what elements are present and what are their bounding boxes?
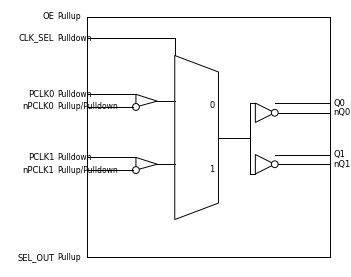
Text: OE: OE	[42, 12, 54, 21]
Text: CLK_SEL: CLK_SEL	[19, 34, 54, 42]
Text: Pulldown: Pulldown	[57, 153, 92, 162]
Text: nQ0: nQ0	[333, 108, 350, 117]
Text: 1: 1	[209, 165, 214, 174]
Text: PCLK0: PCLK0	[28, 90, 54, 99]
Circle shape	[133, 104, 139, 110]
Text: SEL_OUT: SEL_OUT	[17, 253, 54, 262]
Text: Pullup/Pulldown: Pullup/Pulldown	[57, 166, 118, 175]
Text: nQ1: nQ1	[333, 160, 350, 169]
Circle shape	[271, 109, 278, 116]
Text: 0: 0	[209, 101, 214, 111]
Text: Pullup/Pulldown: Pullup/Pulldown	[57, 102, 118, 111]
Text: Pulldown: Pulldown	[57, 90, 92, 99]
Text: nPCLK0: nPCLK0	[22, 102, 54, 111]
Text: Pulldown: Pulldown	[57, 34, 92, 42]
Text: Q1: Q1	[333, 150, 345, 159]
Circle shape	[133, 167, 139, 173]
Text: nPCLK1: nPCLK1	[22, 166, 54, 175]
Text: PCLK1: PCLK1	[28, 153, 54, 162]
Circle shape	[271, 161, 278, 168]
Text: Pullup: Pullup	[57, 253, 81, 262]
Text: Pullup: Pullup	[57, 12, 81, 21]
Text: Q0: Q0	[333, 99, 345, 107]
